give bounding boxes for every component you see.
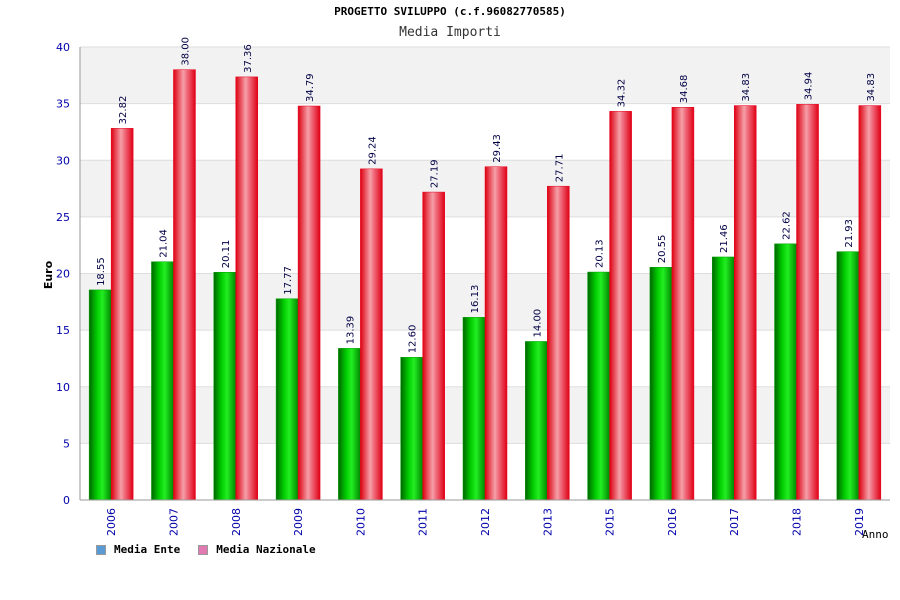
- bar-value-label: 34.83: [866, 73, 877, 102]
- y-tick-label: 5: [63, 437, 70, 450]
- bar-media-nazionale-2017: [733, 105, 757, 501]
- bar-media-ente-2009: [275, 298, 299, 501]
- legend-swatch-media-ente: [96, 544, 106, 555]
- x-tick-label: 2006: [105, 508, 118, 536]
- bar-media-nazionale-2012: [484, 166, 508, 501]
- y-tick-label: 35: [56, 98, 70, 111]
- bar-media-ente-2007: [151, 261, 174, 501]
- bar-value-label: 12.60: [408, 325, 419, 354]
- bar-media-nazionale-2015: [609, 111, 632, 501]
- chart-subtitle: Media Importi: [399, 25, 501, 40]
- x-tick-label: 2009: [292, 508, 305, 536]
- bars: [88, 69, 882, 501]
- legend-label-media-nazionale: Media Nazionale: [216, 543, 316, 556]
- x-tick-label: 2018: [791, 508, 804, 536]
- x-tick-label: 2016: [666, 508, 679, 536]
- bar-value-label: 20.55: [657, 235, 668, 264]
- x-tick-label: 2012: [479, 508, 492, 536]
- bar-value-label: 18.55: [96, 257, 107, 286]
- bar-value-label: 21.93: [844, 219, 855, 248]
- bar-media-nazionale-2018: [796, 104, 819, 501]
- bar-media-nazionale-2007: [173, 69, 196, 501]
- bar-media-ente-2006: [88, 289, 112, 501]
- bar-media-ente-2015: [587, 271, 610, 501]
- bar-value-label: 34.94: [804, 72, 815, 101]
- x-tick-label: 2013: [541, 508, 554, 536]
- x-tick-label: 2007: [167, 508, 180, 536]
- bar-media-nazionale-2019: [858, 105, 882, 501]
- bar-value-label: 29.24: [367, 136, 378, 165]
- bar-media-ente-2012: [462, 317, 486, 501]
- bar-value-label: 27.71: [554, 154, 565, 183]
- x-tick-label: 2011: [417, 508, 430, 536]
- bar-media-ente-2019: [836, 251, 860, 501]
- y-tick-label: 10: [56, 381, 70, 394]
- legend-label-media-ente: Media Ente: [114, 543, 181, 556]
- y-tick-label: 15: [56, 324, 70, 337]
- bar-value-label: 16.13: [470, 285, 481, 314]
- bar-media-ente-2018: [774, 243, 797, 501]
- bar-value-label: 21.04: [158, 229, 169, 258]
- x-tick-label: 2015: [604, 508, 617, 536]
- bar-value-label: 37.36: [243, 44, 254, 73]
- bar-media-ente-2017: [711, 256, 735, 501]
- bar-media-nazionale-2016: [671, 106, 695, 501]
- x-axis-label: Anno: [862, 528, 889, 541]
- bar-media-ente-2013: [525, 341, 548, 501]
- bar-media-ente-2010: [338, 348, 361, 501]
- bar-value-label: 29.43: [492, 134, 503, 163]
- bar-value-label: 21.46: [719, 224, 730, 253]
- bar-value-label: 34.32: [617, 79, 628, 108]
- legend-swatch-media-nazionale: [198, 544, 209, 555]
- bar-value-label: 27.19: [430, 159, 441, 188]
- y-tick-label: 20: [56, 268, 70, 281]
- legend-item-media-nazionale: Media Nazionale: [198, 543, 316, 556]
- bar-media-nazionale-2008: [235, 76, 259, 501]
- bar-value-label: 34.79: [305, 73, 316, 102]
- x-tick-label: 2017: [728, 508, 741, 536]
- bar-media-nazionale-2011: [422, 191, 445, 501]
- bar-media-ente-2016: [649, 267, 673, 501]
- chart-title: PROGETTO SVILUPPO (c.f.96082770585): [334, 5, 566, 18]
- bar-value-label: 13.39: [345, 316, 356, 345]
- bar-value-label: 20.11: [221, 240, 232, 269]
- grid-band: [80, 47, 890, 104]
- y-axis-label: Euro: [42, 260, 55, 289]
- bar-value-label: 22.62: [782, 211, 793, 240]
- x-axis-ticks: 2006 2007 2008 2009 2010 2011 2012 2013 2015 2016…: [105, 508, 866, 536]
- x-tick-label: 2019: [853, 508, 866, 536]
- bar-value-label: 34.83: [741, 73, 752, 102]
- y-tick-label: 0: [63, 494, 70, 507]
- y-axis-ticks: 0 5 10 15 20 25 30 35 40: [56, 41, 70, 507]
- bar-media-nazionale-2013: [547, 185, 570, 501]
- bar-media-ente-2011: [400, 357, 423, 501]
- x-tick-label: 2008: [230, 508, 243, 536]
- legend-item-media-ente: Media Ente: [96, 543, 180, 556]
- bar-media-nazionale-2009: [297, 105, 321, 501]
- bar-media-ente-2008: [213, 272, 237, 501]
- y-tick-label: 30: [56, 154, 70, 167]
- y-tick-label: 40: [56, 41, 70, 54]
- bar-value-label: 38.00: [180, 37, 191, 66]
- bar-media-nazionale-2010: [360, 168, 383, 501]
- y-tick-label: 25: [56, 211, 70, 224]
- bar-value-label: 20.13: [595, 239, 606, 268]
- legend: Media Ente Media Nazionale: [96, 543, 334, 556]
- bar-value-label: 14.00: [532, 309, 543, 338]
- bar-value-label: 17.77: [283, 266, 294, 295]
- bar-value-label: 34.68: [679, 75, 690, 104]
- bar-labels: 18.55 32.82 21.04 38.00 20.11 37.36 17.77 34.79…: [96, 37, 877, 353]
- x-tick-label: 2010: [354, 508, 367, 536]
- bar-media-nazionale-2006: [110, 128, 134, 501]
- grid-band: [80, 103, 890, 161]
- bar-value-label: 32.82: [118, 96, 129, 125]
